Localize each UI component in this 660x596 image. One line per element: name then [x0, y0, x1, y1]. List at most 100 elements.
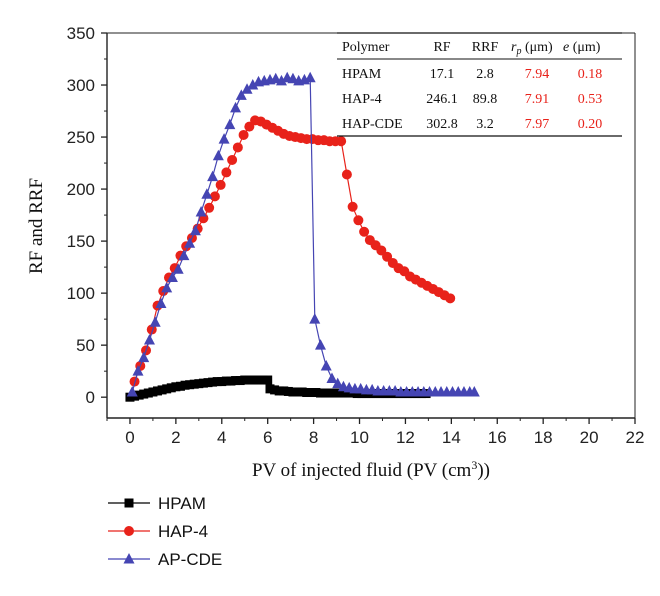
table-header-polymer: Polymer [342, 40, 390, 55]
data-point [157, 385, 167, 395]
data-point [265, 384, 275, 394]
data-point [123, 553, 135, 564]
data-point [347, 201, 358, 212]
data-point [353, 215, 364, 226]
data-point [126, 385, 138, 397]
x-tick-label: 0 [125, 428, 134, 447]
data-point [153, 386, 163, 396]
table-header-rp: rp (μm) [511, 40, 553, 57]
data-point [224, 118, 236, 130]
data-point [226, 376, 236, 386]
data-point [336, 136, 347, 147]
x-tick-label: 16 [488, 428, 507, 447]
data-point [238, 129, 249, 140]
table-cell: 7.97 [525, 117, 550, 132]
data-point [314, 339, 326, 350]
x-ticks: 0 2 4 6 8 10 12 14 16 18 20 22 [106, 418, 645, 447]
data-point [209, 191, 220, 202]
data-point [166, 271, 178, 283]
y-tick-label: 300 [67, 76, 95, 95]
data-point [338, 388, 348, 398]
data-point [124, 526, 134, 536]
table-header-e-unit: (μm) [569, 40, 601, 55]
data-point [217, 377, 227, 387]
table-cell: 17.1 [430, 67, 455, 82]
x-axis-title-main: PV of injected fluid (PV (cm [252, 460, 472, 481]
y-ticks: 0 50 100 150 200 250 300 350 [67, 24, 107, 407]
x-tick-label: 22 [626, 428, 645, 447]
data-table: Polymer RF RRF rp (μm) e (μm) HPAM 17.1 … [337, 32, 622, 137]
data-point [235, 89, 247, 100]
table-cell: HPAM [342, 67, 382, 82]
data-point [155, 297, 167, 309]
y-tick-label: 250 [67, 128, 95, 147]
data-point [329, 388, 339, 398]
y-axis-title: RF and RRF [26, 178, 47, 274]
table-header-rp-unit: (μm) [521, 40, 553, 55]
data-point [254, 375, 264, 385]
data-point [185, 380, 195, 390]
data-point [172, 263, 184, 274]
y-tick-label: 350 [67, 24, 95, 43]
data-point [325, 388, 335, 398]
data-point [208, 377, 218, 387]
data-point [352, 389, 362, 399]
data-point [241, 83, 253, 94]
data-point [283, 386, 293, 396]
y-tick-label: 200 [67, 180, 95, 199]
data-point [235, 376, 245, 386]
table-cell: HAP-CDE [342, 117, 403, 132]
table-cell: 3.2 [476, 117, 494, 132]
series-layer [125, 71, 480, 402]
data-point [215, 179, 226, 190]
legend: HPAM HAP-4 AP-CDE [108, 494, 222, 569]
table-cell: 246.1 [426, 92, 458, 107]
legend-label: HPAM [158, 494, 206, 513]
data-point [247, 79, 259, 90]
table-cell: 89.8 [473, 92, 498, 107]
data-point [221, 376, 231, 386]
data-point [320, 388, 330, 398]
data-point [212, 377, 222, 387]
data-point [311, 388, 321, 398]
table-cell: 0.20 [578, 117, 603, 132]
x-tick-label: 14 [442, 428, 461, 447]
data-point [134, 390, 144, 400]
data-point [270, 385, 280, 395]
data-point [293, 387, 303, 397]
data-point [194, 379, 204, 389]
data-point [184, 237, 196, 248]
data-point [204, 202, 215, 213]
legend-label: AP-CDE [158, 550, 222, 569]
plot-frame [106, 32, 636, 419]
table-header-rp-p: p [515, 46, 521, 57]
data-point [240, 375, 250, 385]
table-cell: 2.8 [476, 67, 494, 82]
data-point [189, 379, 199, 389]
x-tick-label: 2 [171, 428, 180, 447]
data-point [468, 385, 480, 397]
data-point [166, 383, 176, 393]
data-point [445, 293, 456, 304]
x-tick-label: 6 [263, 428, 272, 447]
table-header-rrf: RRF [472, 40, 499, 55]
x-axis-title: PV of injected fluid (PV (cm3)) [252, 458, 490, 481]
data-point [297, 387, 307, 397]
data-point [227, 154, 238, 165]
data-point [189, 224, 201, 236]
data-point [263, 375, 273, 385]
data-point [221, 167, 232, 178]
data-point [149, 316, 161, 327]
data-point [232, 142, 243, 153]
data-point [343, 388, 353, 398]
data-point [207, 170, 219, 182]
x-axis-title-sup: 3 [471, 458, 477, 472]
data-point [178, 249, 190, 261]
data-point [275, 74, 287, 86]
x-tick-label: 12 [396, 428, 415, 447]
data-point [332, 377, 344, 389]
legend-label: HAP-4 [158, 522, 208, 541]
x-tick-label: 4 [217, 428, 226, 447]
data-point [334, 388, 344, 398]
